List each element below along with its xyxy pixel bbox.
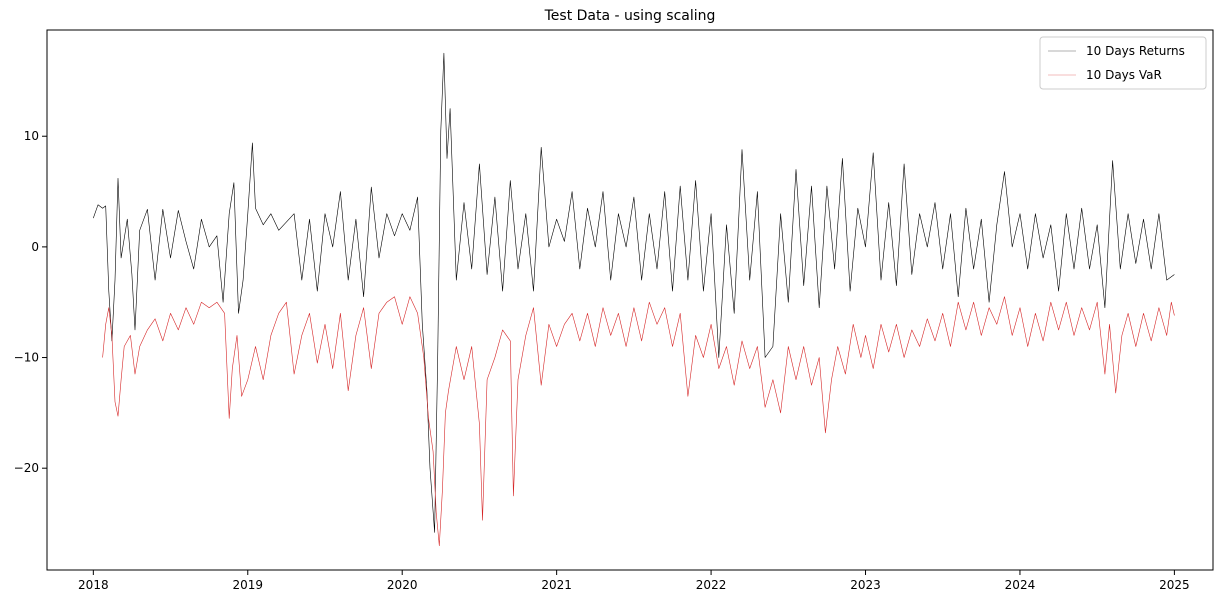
series-line-returns	[93, 52, 1175, 533]
x-tick-label: 2018	[78, 578, 109, 592]
plot-area	[46, 29, 1214, 571]
legend: 10 Days Returns 10 Days VaR	[1039, 36, 1207, 90]
chart-title: Test Data - using scaling	[544, 8, 716, 24]
x-tick-label: 2021	[541, 578, 572, 592]
series-line-var	[102, 296, 1175, 547]
y-tick-label: −20	[14, 461, 39, 475]
y-tick-label: 0	[31, 240, 39, 254]
y-tick-label: −10	[14, 351, 39, 365]
x-tick-label: 2025	[1159, 578, 1190, 592]
series-layer	[93, 52, 1175, 547]
legend-label-var: 10 Days VaR	[1086, 68, 1162, 82]
x-tick-label: 2019	[232, 578, 263, 592]
x-tick-label: 2024	[1005, 578, 1036, 592]
plot-frame	[46, 29, 1214, 571]
x-tick-label: 2023	[850, 578, 881, 592]
legend-label-returns: 10 Days Returns	[1086, 44, 1185, 58]
x-tick-label: 2020	[387, 578, 418, 592]
x-tick-label: 2022	[696, 578, 727, 592]
legend-box	[1039, 36, 1207, 90]
y-axis: 10 0 −10 −20	[14, 129, 47, 475]
x-axis: 2018 2019 2020 2021 2022 2023 2024 2025	[78, 570, 1190, 592]
y-tick-label: 10	[24, 129, 39, 143]
